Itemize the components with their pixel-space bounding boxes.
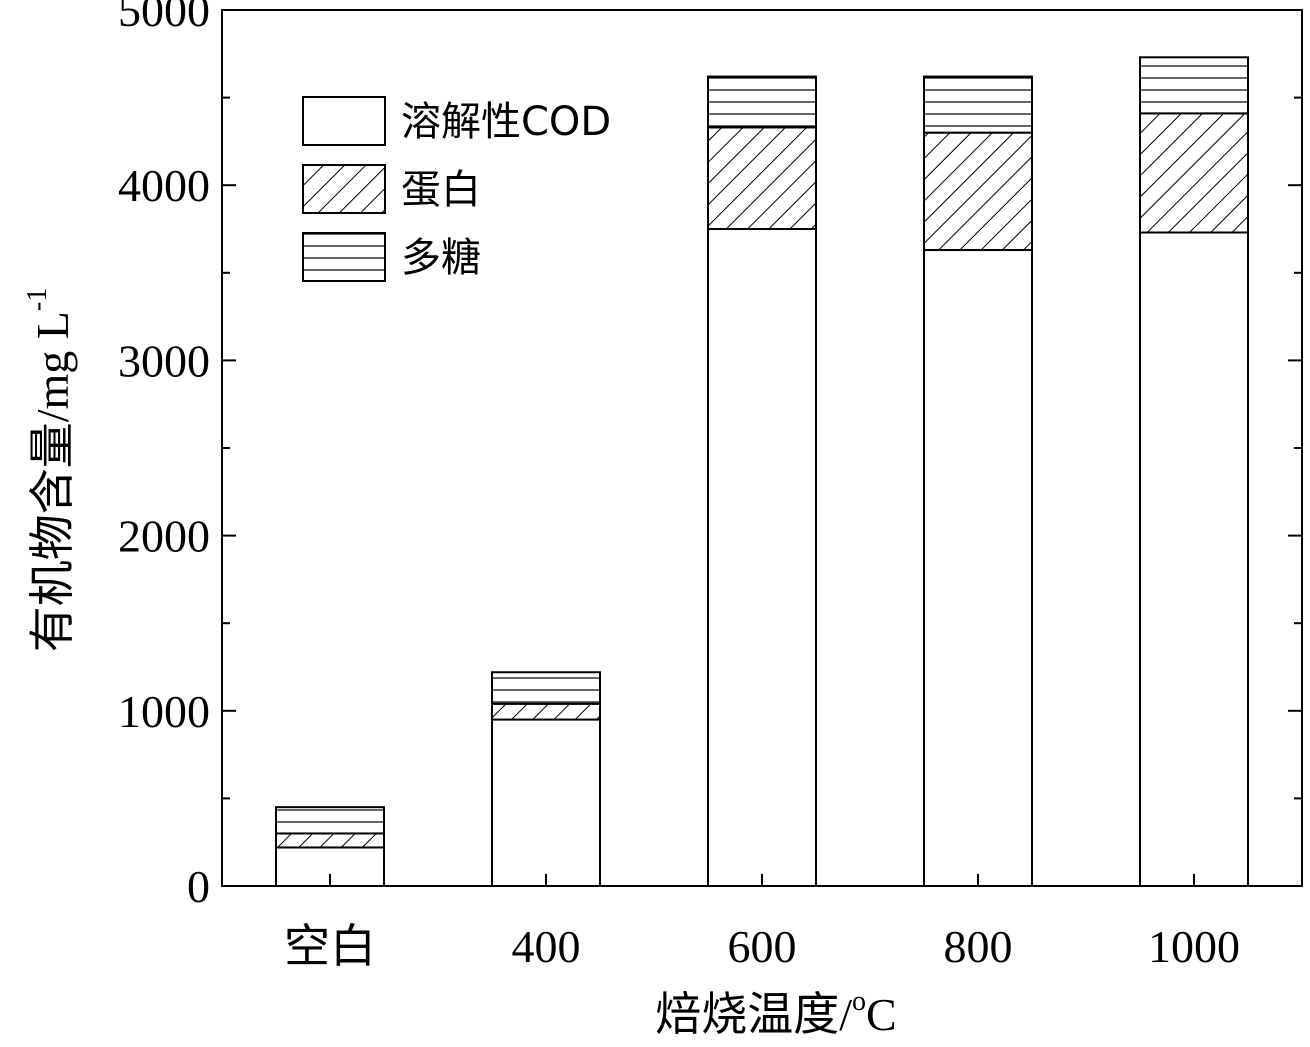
bar-2-0 (275, 806, 385, 835)
bar-2-1 (491, 671, 601, 705)
x-axis-title: 焙烧温度/oC (655, 986, 896, 1040)
x-axis-title-unit: C (866, 989, 897, 1040)
legend-swatch (302, 232, 386, 282)
bar-2-4 (1139, 56, 1249, 115)
x-axis-title-text: 焙烧温度/ (655, 989, 852, 1040)
bar-0-1 (491, 718, 601, 887)
y-axis-title-superscript: -1 (22, 288, 53, 311)
bar-0-3 (923, 249, 1033, 888)
legend-swatch (302, 164, 386, 214)
y-axis-title: 有机物含量/mg L-1 (22, 288, 78, 653)
x-axis-title-superscript: o (852, 986, 866, 1017)
y-tick-label: 4000 (118, 160, 210, 211)
x-tick-label: 600 (728, 921, 797, 972)
bars (275, 56, 1249, 888)
bar-1-2 (707, 126, 817, 230)
bar-1-1 (491, 702, 601, 721)
y-tick-label: 5000 (118, 0, 210, 36)
y-tick-label: 1000 (118, 686, 210, 737)
y-tick-label: 2000 (118, 511, 210, 562)
legend-label: 溶解性COD (401, 99, 611, 145)
x-tick-label: 800 (944, 921, 1013, 972)
y-axis-ticks: 0 1000 2000 3000 4000 5000 (118, 0, 1302, 912)
x-tick-label: 1000 (1148, 921, 1240, 972)
bar-1-0 (275, 832, 385, 849)
y-axis-title-text: 有机物含量/mg L (27, 311, 78, 652)
x-tick-label: 空白 (284, 921, 376, 972)
bar-1-3 (923, 131, 1033, 252)
bar-1-4 (1139, 112, 1249, 234)
x-axis-ticks: 空白 400 600 800 1000 (284, 874, 1240, 972)
legend-label: 蛋白 (401, 167, 481, 213)
legend-label: 多糖 (401, 235, 481, 281)
bar-2-3 (923, 75, 1033, 134)
bar-2-2 (707, 75, 817, 129)
y-tick-label: 3000 (118, 335, 210, 386)
x-tick-label: 400 (512, 921, 581, 972)
bar-0-4 (1139, 231, 1249, 887)
bar-0-2 (707, 228, 817, 887)
y-tick-label: 0 (187, 861, 210, 912)
legend-swatch (302, 96, 386, 146)
